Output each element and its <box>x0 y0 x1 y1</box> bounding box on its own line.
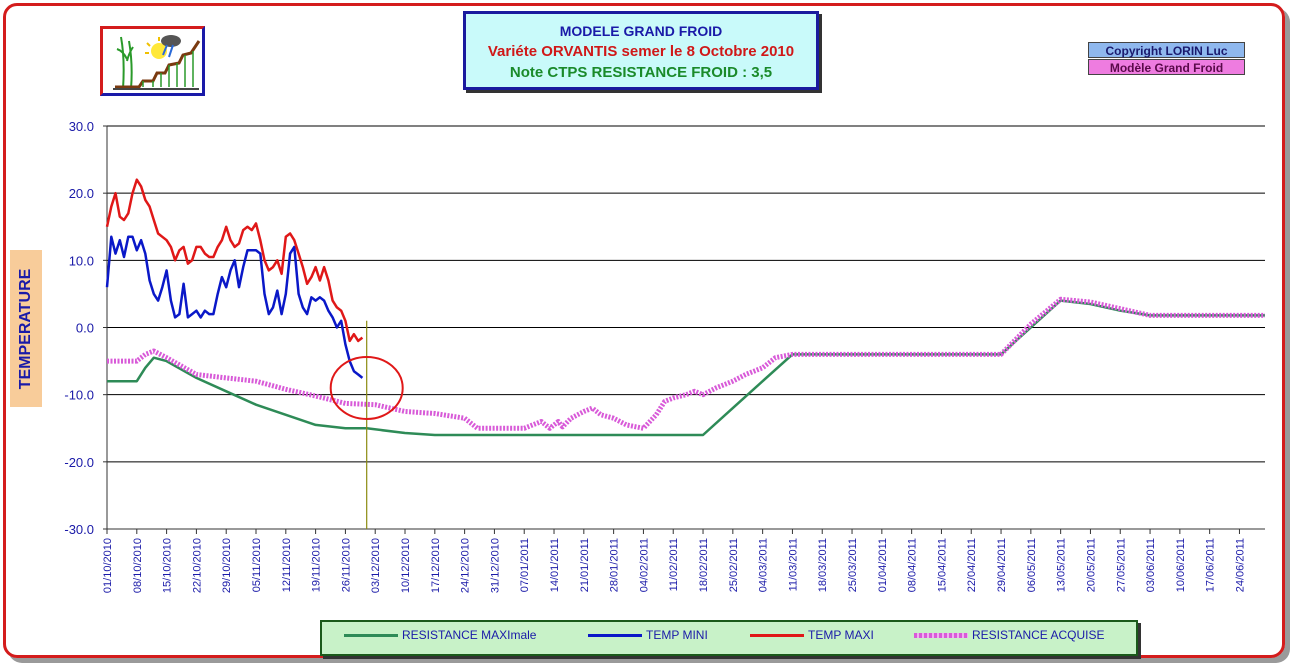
x-tick-label: 01/04/2011 <box>877 538 889 592</box>
x-tick-label: 17/12/2010 <box>430 538 442 593</box>
chart-canvas <box>3 3 1285 658</box>
legend-swatch-temp-maxi <box>750 633 804 637</box>
legend-swatch-resistance-max <box>344 633 398 637</box>
x-tick-label: 18/02/2011 <box>698 538 710 592</box>
variety-subtitle: Variéte ORVANTIS semer le 8 Octobre 2010 <box>487 43 795 60</box>
highlight-circle <box>329 355 404 420</box>
x-tick-label: 24/12/2010 <box>460 538 472 593</box>
series-line-temp-mini <box>105 235 364 379</box>
legend-item-temp-mini: TEMP MINI <box>588 628 708 642</box>
x-tick-label: 14/01/2011 <box>549 538 561 592</box>
legend-label-resistance-max: RESISTANCE MAXImale <box>402 628 537 642</box>
logo-icon <box>100 26 205 96</box>
x-tick-label: 12/11/2010 <box>281 538 293 592</box>
note-subtitle: Note CTPS RESISTANCE FROID : 3,5 <box>509 64 773 81</box>
x-tick-label: 24/06/2011 <box>1234 538 1246 592</box>
y-axis-label-box: TEMPERATURE <box>10 250 42 407</box>
x-tick-label: 04/02/2011 <box>638 538 650 592</box>
y-tick-label: -30.0 <box>64 522 94 537</box>
legend-label-temp-maxi: TEMP MAXI <box>808 628 874 642</box>
x-tick-label: 10/12/2010 <box>400 538 412 593</box>
y-tick-label: -10.0 <box>64 388 94 403</box>
y-tick-label: 30.0 <box>69 119 94 134</box>
x-tick-label: 10/06/2011 <box>1175 538 1187 592</box>
x-tick-label: 31/12/2010 <box>489 538 501 593</box>
x-tick-label: 26/11/2010 <box>340 538 352 592</box>
series-line-resistance-acquise <box>107 296 1265 431</box>
y-tick-label: -20.0 <box>64 455 94 470</box>
x-tick-label: 01/10/2010 <box>102 538 114 593</box>
x-tick-label: 15/04/2011 <box>936 538 948 592</box>
x-tick-label: 29/04/2011 <box>996 538 1008 592</box>
legend-swatch-resistance-acquise <box>914 632 968 638</box>
x-tick-label: 11/02/2011 <box>668 538 680 591</box>
y-tick-label: 0.0 <box>76 321 94 336</box>
x-tick-label: 28/01/2011 <box>609 538 621 592</box>
legend-item-resistance-max: RESISTANCE MAXImale <box>344 628 536 642</box>
chart-frame <box>3 3 1285 658</box>
legend-item-resistance-acquise: RESISTANCE ACQUISE <box>914 628 1104 642</box>
x-tick-label: 07/01/2011 <box>519 538 531 592</box>
x-tick-label: 17/06/2011 <box>1205 538 1217 592</box>
y-tick-label: 20.0 <box>69 186 94 201</box>
series-line-resistance-max <box>107 299 1265 437</box>
x-tick-label: 22/10/2010 <box>191 538 203 593</box>
x-tick-label: 06/05/2011 <box>1026 538 1038 592</box>
series-line-temp-maxi <box>105 178 364 343</box>
x-tick-label: 11/03/2011 <box>787 538 799 591</box>
legend-label-resistance-acquise: RESISTANCE ACQUISE <box>972 628 1105 642</box>
x-tick-label: 05/11/2010 <box>251 538 263 592</box>
x-tick-label: 08/10/2010 <box>132 538 144 593</box>
legend-item-temp-maxi: TEMP MAXI <box>750 628 874 642</box>
x-tick-label: 21/01/2011 <box>579 538 591 592</box>
x-tick-label: 13/05/2011 <box>1056 538 1068 592</box>
x-tick-label: 18/03/2011 <box>817 538 829 592</box>
model-label: Modèle Grand Froid <box>1088 59 1245 75</box>
x-tick-label: 27/05/2011 <box>1115 538 1127 592</box>
x-tick-label: 19/11/2010 <box>311 538 323 592</box>
legend: RESISTANCE MAXImale TEMP MINI TEMP MAXI … <box>320 620 1138 656</box>
legend-swatch-temp-mini <box>588 633 642 637</box>
x-tick-label: 03/06/2011 <box>1145 538 1157 592</box>
x-tick-label: 08/04/2011 <box>907 538 919 592</box>
x-tick-label: 25/02/2011 <box>728 538 740 592</box>
x-tick-label: 03/12/2010 <box>370 538 382 593</box>
x-tick-label: 22/04/2011 <box>966 538 978 592</box>
chart-title: MODELE GRAND FROID <box>559 23 723 39</box>
x-tick-label: 20/05/2011 <box>1085 538 1097 592</box>
copyright-label: Copyright LORIN Luc <box>1088 42 1245 58</box>
x-tick-label: 25/03/2011 <box>847 538 859 592</box>
y-tick-label: 10.0 <box>69 253 94 268</box>
x-tick-label: 04/03/2011 <box>758 538 770 592</box>
legend-label-temp-mini: TEMP MINI <box>646 628 708 642</box>
x-tick-label: 15/10/2010 <box>162 538 174 593</box>
title-box: MODELE GRAND FROID Variéte ORVANTIS seme… <box>463 11 819 90</box>
x-tick-label: 29/10/2010 <box>221 538 233 593</box>
